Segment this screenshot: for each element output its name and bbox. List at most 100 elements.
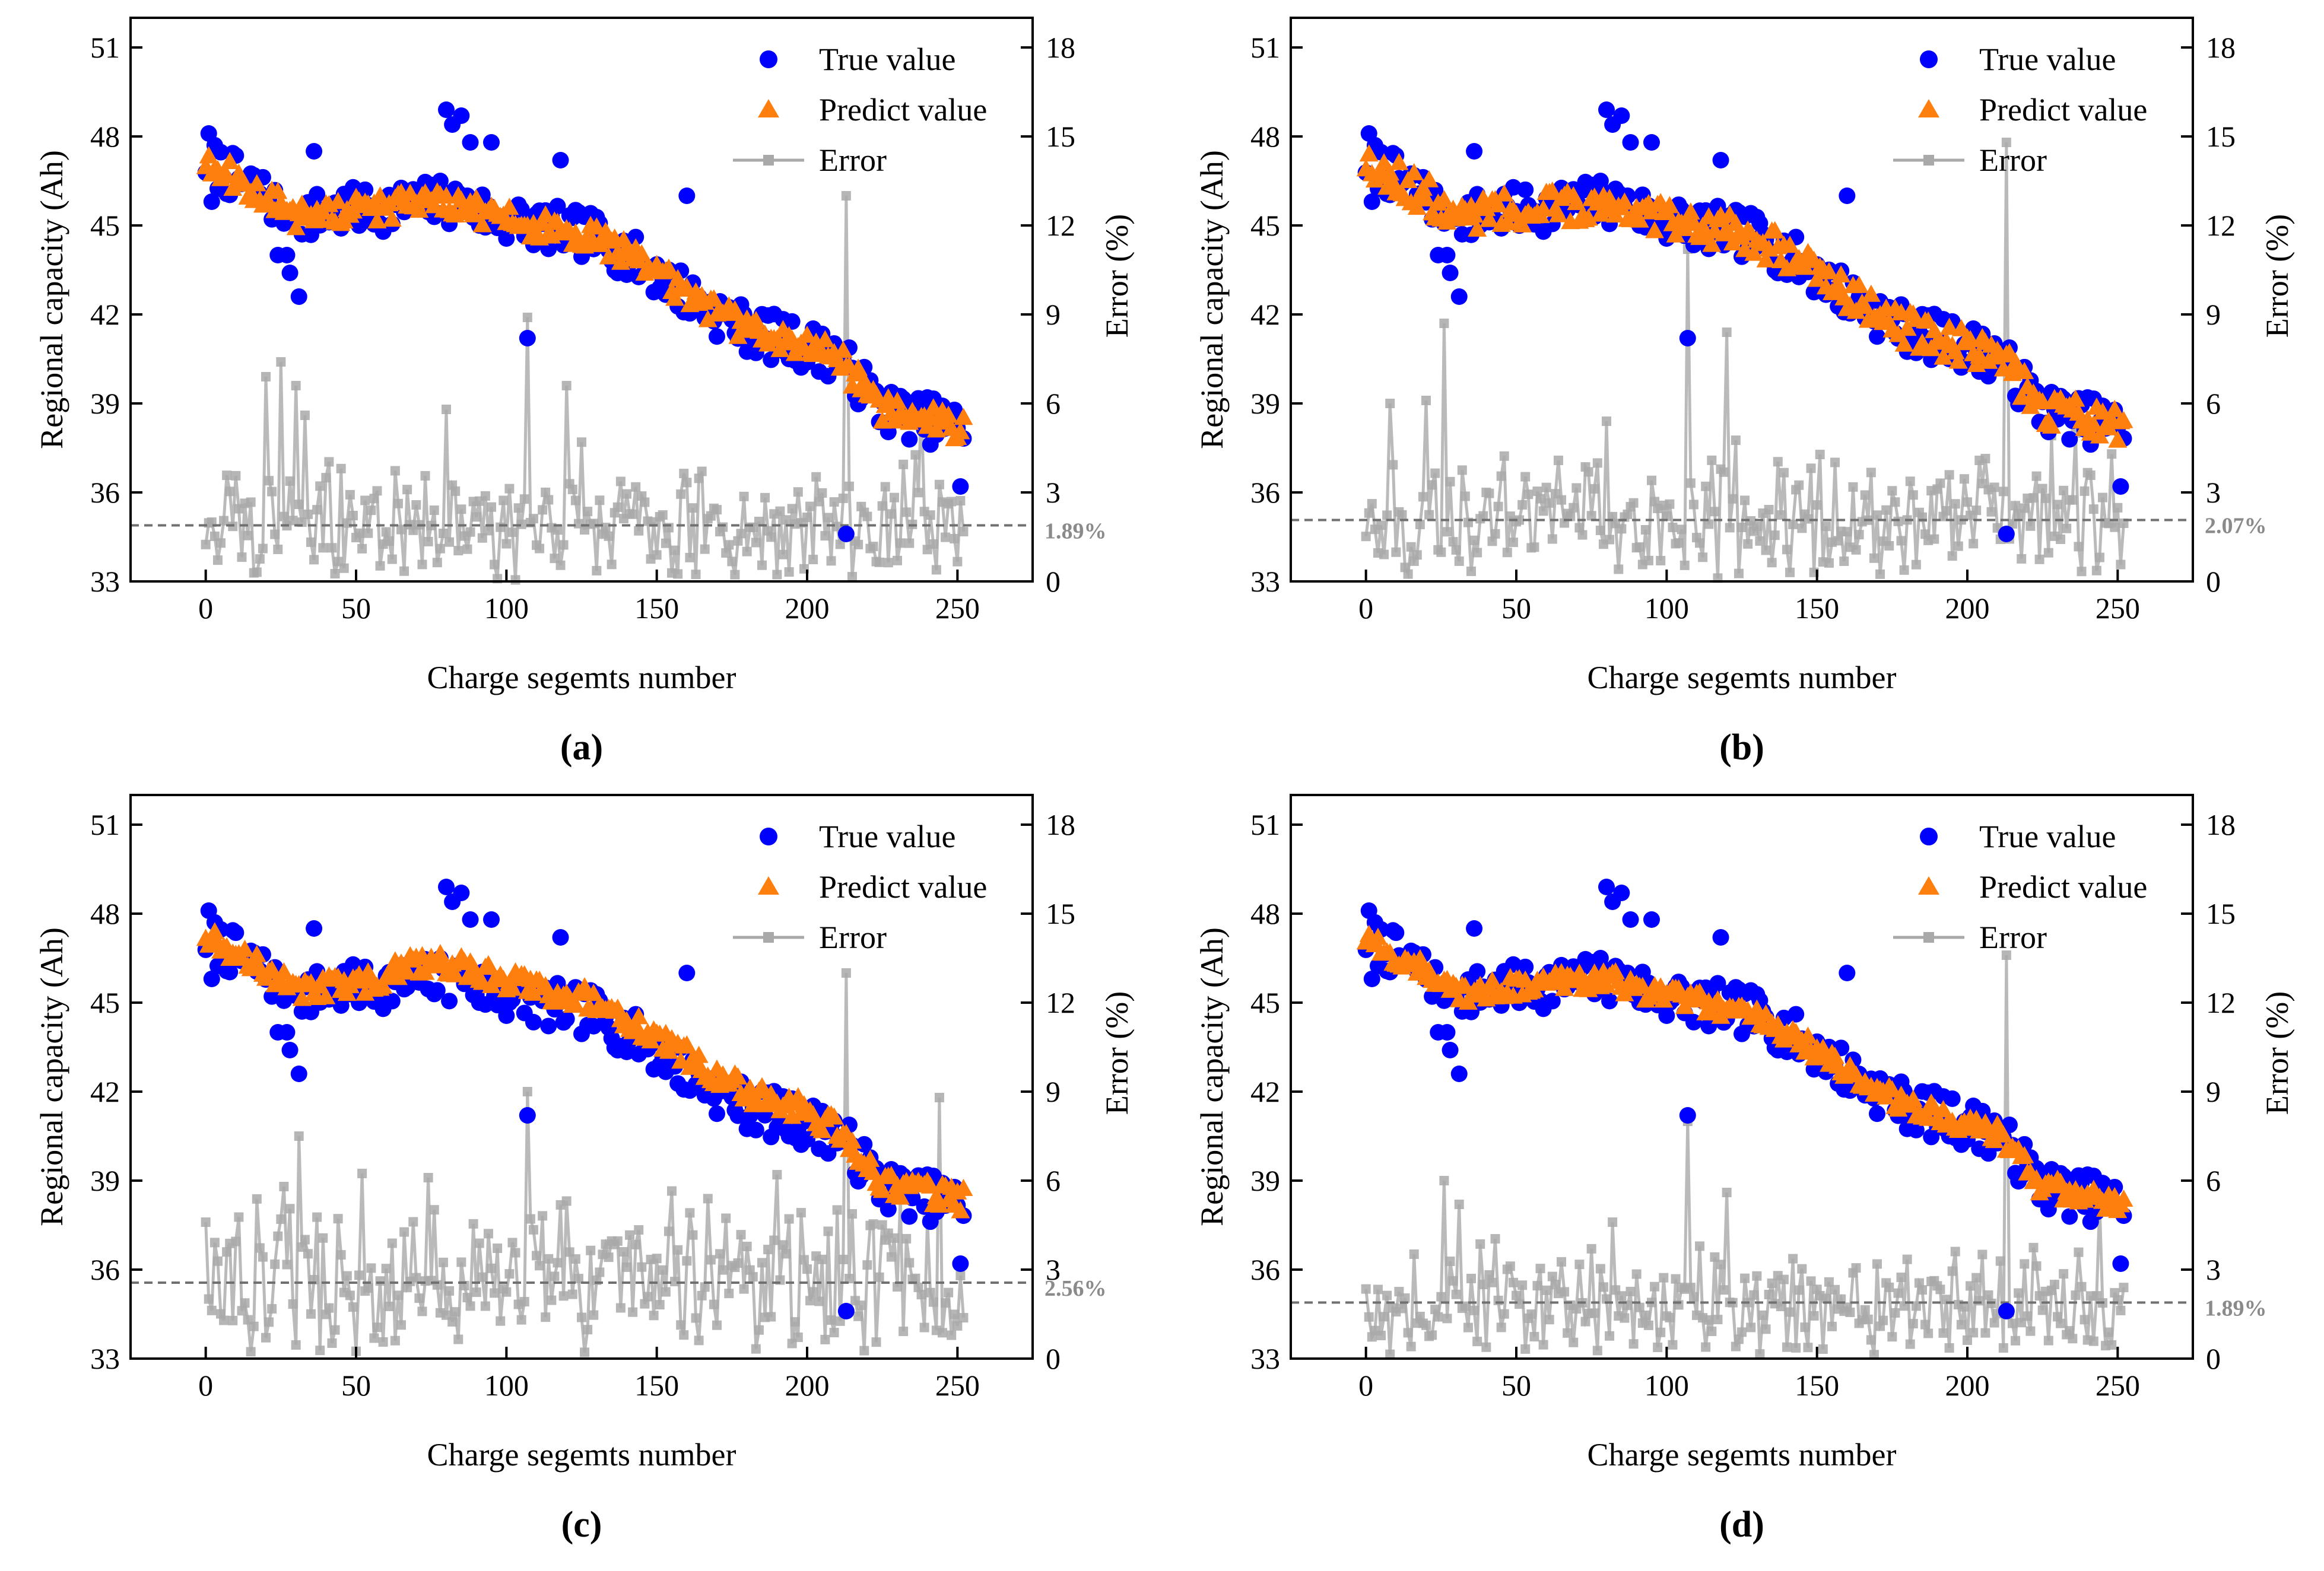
true-point <box>1517 958 1534 975</box>
predict-point <box>247 944 266 962</box>
error-point <box>2085 470 2096 481</box>
y-tick-label: 36 <box>90 476 120 509</box>
error-point <box>625 1230 635 1240</box>
true-point <box>281 265 299 281</box>
error-point <box>859 1346 869 1356</box>
error-point <box>958 527 969 537</box>
error-point <box>369 494 379 504</box>
error-point <box>1845 1307 1855 1317</box>
error-point <box>445 1286 455 1296</box>
error-point <box>1671 1274 1681 1284</box>
error-point <box>685 1208 695 1218</box>
error-point <box>1589 484 1599 494</box>
error-point <box>321 473 331 483</box>
error-point <box>1403 1328 1413 1338</box>
error-point <box>736 529 746 539</box>
x-tick-label: 250 <box>2096 591 2140 625</box>
error-point <box>519 1297 529 1307</box>
error-point <box>1974 1296 1985 1306</box>
error-point <box>941 532 951 542</box>
predict-point <box>536 205 555 222</box>
error-point <box>637 1262 647 1272</box>
error-point <box>1800 1322 1810 1333</box>
error-point <box>1430 468 1440 478</box>
error-point <box>2094 552 2104 562</box>
error-point <box>1577 530 1588 540</box>
error-point <box>411 1273 421 1283</box>
error-point <box>1944 1343 1954 1353</box>
error-point <box>2028 1242 2039 1252</box>
y2-tick-label: 6 <box>1046 1164 1061 1197</box>
error-point <box>390 1335 400 1346</box>
y2-tick-label: 18 <box>2206 31 2236 64</box>
error-point <box>231 1236 241 1246</box>
error-point <box>1893 516 1903 526</box>
error-point <box>417 1306 427 1316</box>
error-point <box>877 1220 887 1230</box>
error-point <box>1457 465 1467 475</box>
error-point <box>1454 556 1464 566</box>
error-point <box>950 1309 960 1319</box>
error-point <box>2065 1326 2075 1336</box>
true-point <box>453 885 470 901</box>
error-point <box>276 1214 286 1224</box>
legend-predict-marker <box>758 99 779 117</box>
true-point <box>1658 1007 1675 1024</box>
error-point <box>438 1257 448 1267</box>
error-point <box>1893 1288 1903 1298</box>
error-point <box>2110 522 2120 532</box>
error-point <box>817 1254 827 1264</box>
true-point <box>1709 975 1726 992</box>
error-point <box>300 411 310 420</box>
error-point <box>901 1233 912 1244</box>
error-point <box>2043 1335 2053 1346</box>
error-point <box>2079 486 2090 496</box>
true-point <box>1442 265 1459 281</box>
error-point <box>1379 1312 1389 1322</box>
error-point <box>1827 1321 1837 1331</box>
error-point <box>1794 480 1804 490</box>
error-point <box>276 357 286 367</box>
error-point <box>453 1334 463 1344</box>
error-point <box>667 1186 677 1196</box>
error-point <box>1451 545 1461 555</box>
error-point <box>1566 511 1576 521</box>
predict-point <box>1383 173 1403 190</box>
error-point <box>595 495 605 505</box>
error-point <box>567 484 577 494</box>
error-point <box>1547 1271 1557 1281</box>
error-point <box>739 1284 749 1294</box>
true-point <box>441 993 458 1010</box>
error-point <box>243 530 253 540</box>
error-point <box>1430 1305 1440 1315</box>
error-point <box>919 1322 929 1333</box>
predict-point <box>478 955 498 972</box>
error-point <box>808 555 818 565</box>
error-point <box>1881 505 1891 515</box>
error-point <box>1950 499 1960 509</box>
y2-tick-label: 9 <box>1046 1075 1061 1108</box>
error-point <box>874 1272 884 1282</box>
y-tick-label: 48 <box>90 897 120 930</box>
error-point <box>212 1256 223 1266</box>
error-point <box>820 1334 830 1344</box>
x-tick-label: 150 <box>1795 1369 1839 1402</box>
error-point <box>718 522 728 532</box>
predict-point <box>725 300 745 318</box>
predict-point <box>939 405 958 423</box>
error-point <box>661 538 671 548</box>
error-point <box>778 549 788 559</box>
error-point <box>893 555 902 565</box>
error-point <box>1634 1302 1644 1312</box>
error-point <box>330 1325 340 1335</box>
error-point <box>1415 520 1425 530</box>
y-tick-label: 33 <box>1250 565 1280 598</box>
error-point <box>802 1264 812 1274</box>
error-point <box>862 511 872 521</box>
predict-point <box>247 174 266 192</box>
error-point <box>844 481 854 491</box>
error-point <box>1737 522 1747 532</box>
error-point <box>751 1344 761 1354</box>
error-point <box>507 1238 517 1248</box>
plot-frame <box>129 794 1034 1360</box>
